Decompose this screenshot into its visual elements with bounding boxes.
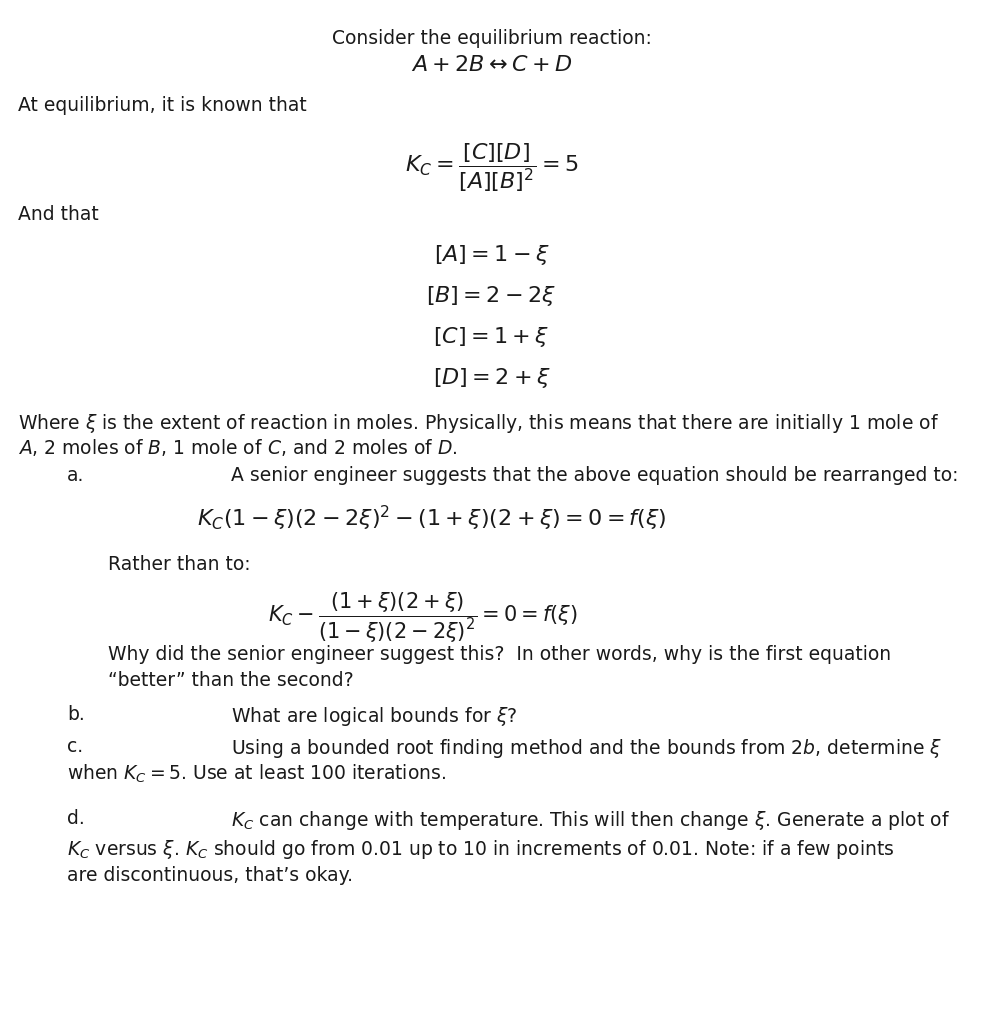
Text: At equilibrium, it is known that: At equilibrium, it is known that [18, 96, 307, 116]
Text: Consider the equilibrium reaction:: Consider the equilibrium reaction: [331, 29, 652, 48]
Text: $K_{C}(1 - \xi)(2 - 2\xi)^{2} - (1 + \xi)(2 + \xi) = 0 = f(\xi)$: $K_{C}(1 - \xi)(2 - 2\xi)^{2} - (1 + \xi… [197, 504, 666, 534]
Text: What are logical bounds for $\xi$?: What are logical bounds for $\xi$? [231, 705, 517, 727]
Text: $K_{C} - \dfrac{(1+\xi)(2+\xi)}{(1-\xi)(2-2\xi)^{2}} = 0 = f(\xi)$: $K_{C} - \dfrac{(1+\xi)(2+\xi)}{(1-\xi)(… [267, 591, 578, 645]
Text: are discontinuous, that’s okay.: are discontinuous, that’s okay. [67, 866, 353, 886]
Text: a.: a. [67, 466, 85, 485]
Text: when $K_{C} = 5$. Use at least 100 iterations.: when $K_{C} = 5$. Use at least 100 itera… [67, 763, 446, 785]
Text: $A + 2B\leftrightarrow C + D$: $A + 2B\leftrightarrow C + D$ [411, 55, 572, 76]
Text: Where $\xi$ is the extent of reaction in moles. Physically, this means that ther: Where $\xi$ is the extent of reaction in… [18, 412, 939, 434]
Text: Using a bounded root finding method and the bounds from $2b$, determine $\xi$: Using a bounded root finding method and … [231, 737, 942, 760]
Text: $[A] = 1 - \xi$: $[A] = 1 - \xi$ [434, 243, 549, 266]
Text: c.: c. [67, 737, 83, 757]
Text: And that: And that [18, 205, 98, 224]
Text: d.: d. [67, 809, 85, 828]
Text: “better” than the second?: “better” than the second? [108, 671, 354, 690]
Text: $K_{C}$ versus $\xi$. $K_{C}$ should go from 0.01 up to 10 in increments of 0.01: $K_{C}$ versus $\xi$. $K_{C}$ should go … [67, 838, 895, 860]
Text: $[B] = 2 - 2\xi$: $[B] = 2 - 2\xi$ [427, 284, 556, 307]
Text: $[D] = 2 + \xi$: $[D] = 2 + \xi$ [433, 366, 550, 389]
Text: $[C] = 1 + \xi$: $[C] = 1 + \xi$ [434, 325, 549, 348]
Text: $A$, 2 moles of $B$, 1 mole of $C$, and 2 moles of $D$.: $A$, 2 moles of $B$, 1 mole of $C$, and … [18, 437, 457, 459]
Text: Rather than to:: Rather than to: [108, 555, 251, 574]
Text: Why did the senior engineer suggest this?  In other words, why is the first equa: Why did the senior engineer suggest this… [108, 645, 892, 665]
Text: $K_{C} = \dfrac{[C][D]}{[A][B]^{2}} = 5$: $K_{C} = \dfrac{[C][D]}{[A][B]^{2}} = 5$ [405, 141, 578, 194]
Text: A senior engineer suggests that the above equation should be rearranged to:: A senior engineer suggests that the abov… [231, 466, 958, 485]
Text: $K_{C}$ can change with temperature. This will then change $\xi$. Generate a plo: $K_{C}$ can change with temperature. Thi… [231, 809, 950, 831]
Text: b.: b. [67, 705, 85, 724]
